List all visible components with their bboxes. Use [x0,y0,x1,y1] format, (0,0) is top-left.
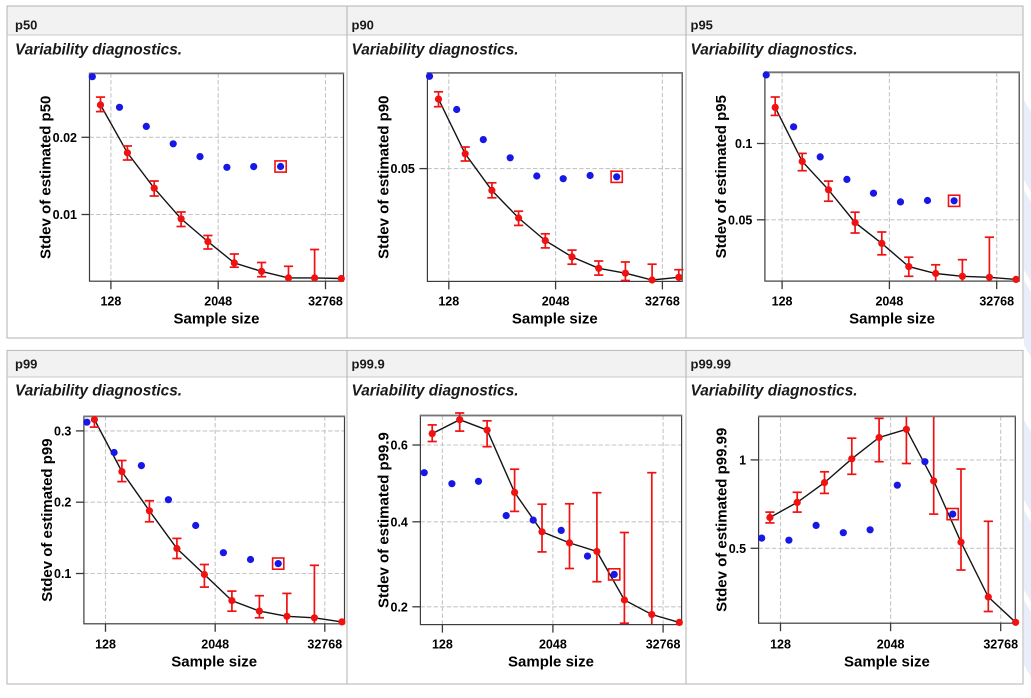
svg-text:32768: 32768 [307,638,342,652]
svg-text:0.1: 0.1 [735,137,752,151]
svg-text:2048: 2048 [201,638,229,652]
svg-text:0.05: 0.05 [391,162,415,176]
svg-text:p99: p99 [15,357,37,372]
svg-text:0.05: 0.05 [728,213,752,227]
svg-text:0.1: 0.1 [54,567,71,581]
svg-text:128: 128 [100,295,121,309]
svg-text:Sample size: Sample size [174,311,260,328]
svg-text:128: 128 [95,638,116,652]
svg-text:0.2: 0.2 [54,496,71,510]
svg-text:32768: 32768 [983,638,1018,652]
svg-text:Stdev of estimated p99.9: Stdev of estimated p99.9 [376,432,393,608]
svg-text:32768: 32768 [646,638,681,652]
svg-text:128: 128 [438,295,459,309]
svg-text:Stdev of estimated p99: Stdev of estimated p99 [39,438,56,601]
svg-text:Sample size: Sample size [508,654,594,671]
svg-text:p90: p90 [352,18,374,33]
svg-text:128: 128 [432,638,453,652]
svg-text:Variability diagnostics.: Variability diagnostics. [352,382,519,399]
svg-text:0.2: 0.2 [391,600,408,614]
svg-text:Sample size: Sample size [171,654,257,671]
svg-text:Sample size: Sample size [844,654,930,671]
svg-text:p50: p50 [15,18,37,33]
svg-text:2048: 2048 [204,295,232,309]
svg-text:1: 1 [739,453,746,467]
svg-text:0.02: 0.02 [53,131,77,145]
svg-text:Stdev of estimated p50: Stdev of estimated p50 [38,96,55,259]
svg-text:Variability diagnostics.: Variability diagnostics. [691,382,858,399]
svg-text:Stdev of estimated p95: Stdev of estimated p95 [713,95,730,258]
svg-text:128: 128 [770,638,791,652]
svg-text:32768: 32768 [308,295,343,309]
svg-text:Sample size: Sample size [512,311,598,328]
svg-text:0.3: 0.3 [54,424,71,438]
svg-text:p99.99: p99.99 [691,357,731,372]
svg-text:0.01: 0.01 [53,208,77,222]
svg-text:32768: 32768 [645,295,680,309]
svg-text:Variability diagnostics.: Variability diagnostics. [15,42,182,59]
svg-text:2048: 2048 [875,295,903,309]
svg-text:p99.9: p99.9 [352,357,385,372]
svg-text:2048: 2048 [539,638,567,652]
svg-text:Stdev of estimated p90: Stdev of estimated p90 [376,95,393,258]
svg-text:128: 128 [772,295,793,309]
svg-text:32768: 32768 [979,295,1014,309]
svg-text:Variability diagnostics.: Variability diagnostics. [691,42,858,59]
svg-text:p95: p95 [691,18,713,33]
svg-text:0.5: 0.5 [729,542,746,556]
svg-text:2048: 2048 [542,295,570,309]
svg-text:0.4: 0.4 [391,515,408,529]
svg-text:Stdev of estimated p99.99: Stdev of estimated p99.99 [714,428,731,612]
svg-text:0.6: 0.6 [391,439,408,453]
svg-text:Sample size: Sample size [849,311,935,328]
svg-text:Variability diagnostics.: Variability diagnostics. [352,42,519,59]
svg-text:Variability diagnostics.: Variability diagnostics. [15,382,182,399]
svg-text:2048: 2048 [877,638,905,652]
